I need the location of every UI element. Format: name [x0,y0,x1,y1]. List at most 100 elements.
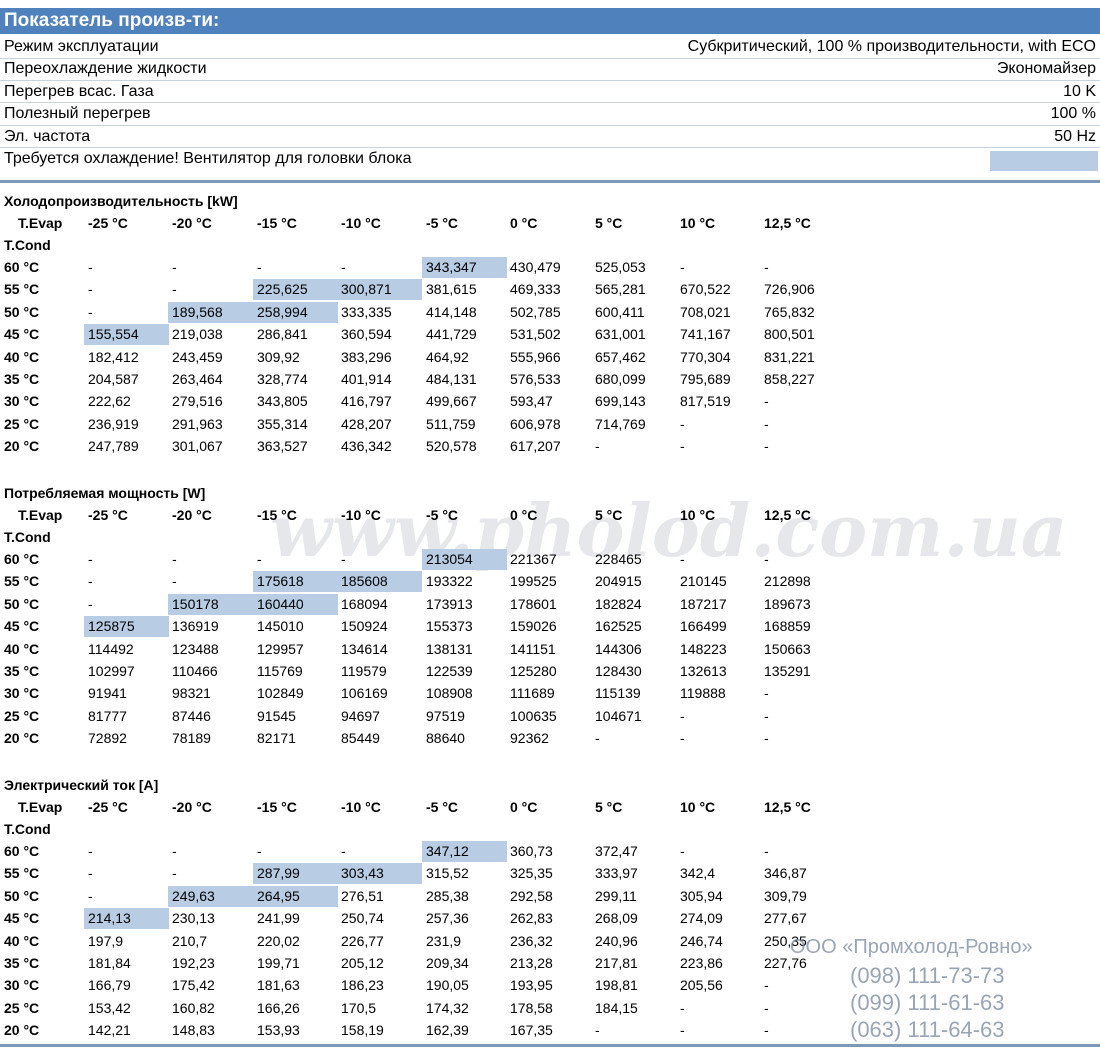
column-header: 0 °C [510,507,538,523]
cell: 178,58 [510,999,553,1016]
cell: - [88,843,93,859]
cell: 606,978 [510,415,561,432]
cell: 132613 [680,663,727,679]
cell: - [680,438,685,455]
column-header: 5 °C [595,215,623,231]
cell: 114492 [88,640,134,657]
cell: 85449 [341,730,380,747]
cell: 223,86 [680,955,723,971]
row-label: 40 °C [4,932,40,949]
cell: - [680,415,685,432]
row-label: 35 °C [4,663,40,679]
info-label: Переохлаждение жидкости [4,60,207,78]
cell: 309,79 [764,887,807,904]
cell: 236,919 [88,415,139,432]
row-label: 30 °C [4,685,40,702]
cell: 159026 [510,618,557,635]
cell: - [88,303,93,320]
cell: - [88,595,93,612]
column-header: -25 °C [88,215,128,231]
cell: 347,12 [426,843,469,859]
cell: 531,502 [510,326,561,343]
highlight-cell [253,279,338,301]
cell: 190,05 [426,977,469,994]
cell: 197,9 [88,932,124,949]
cell: 199525 [510,573,557,590]
cell: 94697 [341,707,380,724]
cell: 511,759 [426,415,476,432]
cell: 184,15 [595,999,638,1016]
cell: 150178 [172,595,219,612]
cell: 555,966 [510,348,561,365]
row-label: 45 °C [4,618,40,635]
column-header: 12,5 °C [764,799,811,815]
row-label: 45 °C [4,326,40,343]
cell: 360,73 [510,843,553,859]
cell: 714,769 [595,415,646,432]
row-label: 50 °C [4,887,40,904]
cell: 333,97 [595,865,638,882]
evap-label: T.Evap [18,507,63,523]
cell: - [680,707,685,724]
cond-label: T.Cond [4,237,51,253]
cell: 414,148 [426,303,477,320]
cell: 128430 [595,663,642,679]
cell: - [88,551,93,567]
cell: 119579 [341,663,387,679]
cell: 125875 [88,618,135,635]
highlight-cell [84,908,169,930]
info-value: 100 % [1050,105,1096,123]
info-value: 50 Hz [1054,127,1096,145]
cell: 134614 [341,640,388,657]
cell: 145010 [257,618,304,635]
row-label: 60 °C [4,551,40,567]
cell: 148,83 [172,1022,215,1039]
cell: 499,667 [426,393,477,410]
highlight-cell [253,571,338,593]
cell: 123488 [172,640,219,657]
cell: 115769 [257,663,303,679]
cell: 181,63 [257,977,300,994]
row-divider [0,124,1100,126]
cell: - [172,843,177,859]
cell: 162,39 [426,1022,469,1039]
cell: 187217 [680,595,727,612]
cell: 230,13 [172,910,215,927]
cell: 142,21 [88,1022,131,1039]
row-divider [0,79,1100,81]
cell: 189,568 [172,303,223,320]
watermark-phone: (063) 111-64-63 [850,1017,1005,1042]
cell: 136919 [172,618,219,635]
cell: 291,963 [172,415,223,432]
cell: 186,23 [341,977,384,994]
column-header: -25 °C [88,799,128,815]
cell: 102997 [88,663,135,679]
cell: - [172,551,177,567]
cell: 680,099 [595,371,646,387]
row-label: 55 °C [4,573,40,590]
section-divider [0,180,1100,183]
column-header: -20 °C [172,507,212,523]
cell: - [88,573,93,590]
cell: 325,35 [510,865,553,882]
column-header: 12,5 °C [764,507,811,523]
cell: 292,58 [510,887,553,904]
cell: 182,412 [88,348,139,365]
cell: 428,207 [341,415,392,432]
highlight-cell [422,549,507,570]
cell: 469,333 [510,281,561,298]
cell: 343,805 [257,393,308,410]
info-label: Режим эксплуатации [4,38,159,55]
highlight-cell [337,279,422,301]
column-header: -15 °C [257,799,297,815]
row-label: 35 °C [4,371,40,387]
cell: 220,02 [257,932,300,949]
cell: 263,464 [172,371,223,387]
highlight-cell [253,301,338,323]
column-header: -5 °C [426,215,459,231]
column-header: 10 °C [680,507,716,523]
cell: - [680,1022,685,1039]
cell: 153,42 [88,999,131,1016]
cell: 416,797 [341,393,392,410]
highlight-cell [337,571,422,593]
